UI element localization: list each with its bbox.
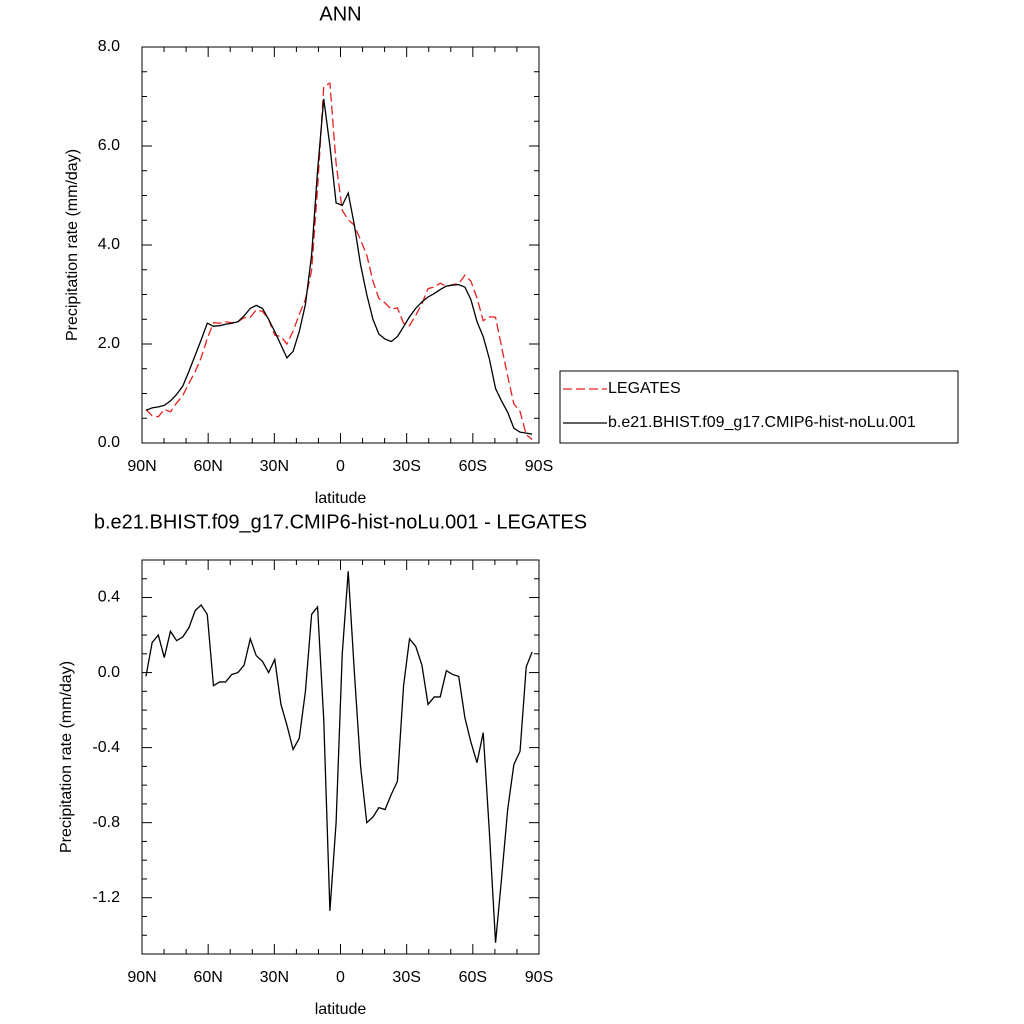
x-tick-label: 90N — [127, 969, 156, 986]
y-tick-label: -1.2 — [92, 889, 120, 906]
legend-box — [559, 370, 959, 444]
x-axis-label: latitude — [315, 1001, 367, 1018]
y-axis-label: Precipitation rate (mm/day) — [64, 149, 81, 341]
chart-title: b.e21.BHIST.f09_g17.CMIP6-hist-noLu.001 … — [94, 511, 587, 533]
x-tick-label: 30N — [260, 969, 289, 986]
y-tick-label: 0.0 — [98, 434, 120, 451]
legend-label: b.e21.BHIST.f09_g17.CMIP6-hist-noLu.001 — [608, 414, 916, 431]
x-tick-label: 30N — [260, 458, 289, 475]
chart-title: ANN — [319, 3, 361, 25]
y-tick-label: 0.0 — [98, 664, 120, 681]
legend-label: LEGATES — [608, 380, 681, 397]
y-tick-label: -0.8 — [92, 814, 120, 831]
x-tick-label: 30S — [392, 969, 420, 986]
y-tick-label: 2.0 — [98, 335, 120, 352]
y-tick-label: -0.4 — [92, 739, 120, 756]
x-tick-label: 60S — [459, 458, 487, 475]
y-axis-label: Precipitation rate (mm/day) — [58, 661, 75, 853]
panel: ANN Precipitation rate (mm/day) latitude 0.… — [64, 3, 959, 507]
x-tick-label: 60S — [459, 969, 487, 986]
y-tick-label: 8.0 — [98, 38, 120, 55]
data-line — [145, 571, 533, 943]
x-tick-label: 90S — [525, 969, 553, 986]
x-tick-label: 90N — [127, 458, 156, 475]
data-line — [145, 98, 533, 435]
x-tick-label: 60N — [193, 458, 222, 475]
x-tick-label: 90S — [525, 458, 553, 475]
x-axis-label: latitude — [315, 490, 367, 507]
y-tick-label: 0.4 — [98, 589, 120, 606]
x-tick-label: 0 — [336, 969, 345, 986]
x-tick-label: 0 — [336, 458, 345, 475]
plot-frame — [141, 46, 540, 444]
panel: b.e21.BHIST.f09_g17.CMIP6-hist-noLu.001 … — [58, 511, 587, 1018]
y-tick-label: 4.0 — [98, 236, 120, 253]
x-tick-label: 60N — [193, 969, 222, 986]
data-line — [145, 82, 533, 441]
plot-frame — [141, 559, 540, 955]
y-tick-label: 6.0 — [98, 137, 120, 154]
x-tick-label: 30S — [392, 458, 420, 475]
